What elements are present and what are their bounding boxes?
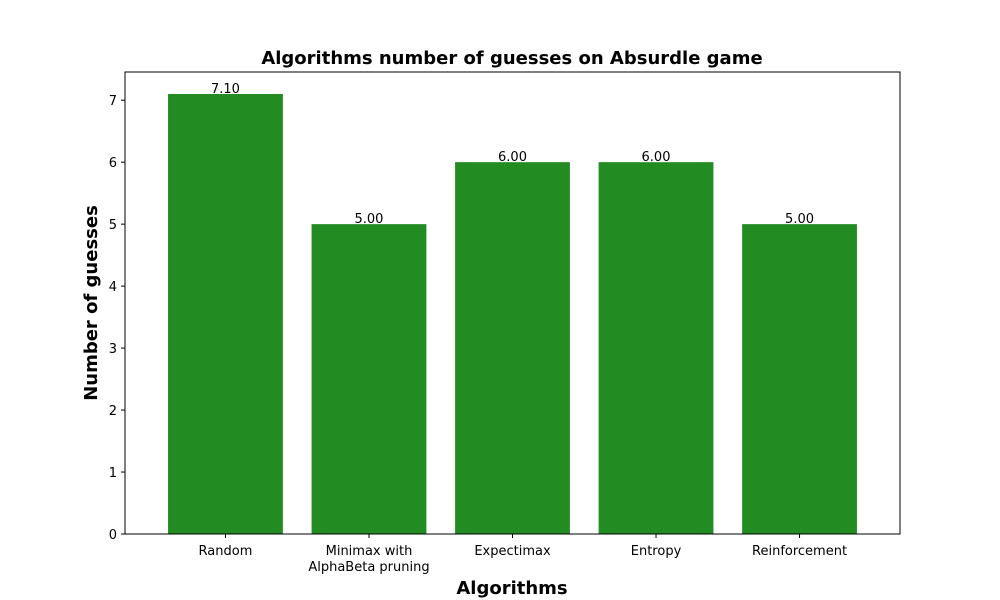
bar (311, 224, 427, 534)
bar (168, 94, 283, 534)
y-axis-label: Number of guesses (81, 205, 102, 401)
x-tick-label-line: Random (199, 544, 253, 559)
bar-value-label: 5.00 (785, 212, 814, 227)
x-tick-label-line: Expectimax (474, 544, 551, 559)
y-tick-label: 3 (109, 342, 117, 357)
x-tick-label-line: Reinforcement (752, 544, 847, 559)
data-labels-group: 7.10 5.00 6.00 6.00 5.00 (211, 82, 814, 227)
x-tick-label: Random (199, 544, 253, 559)
y-tick-label: 0 (109, 528, 117, 543)
bar-value-label: 6.00 (498, 150, 527, 165)
chart-title: Algorithms number of guesses on Absurdle… (261, 48, 762, 69)
bar (598, 162, 714, 535)
y-tick-label: 2 (109, 404, 117, 419)
y-tick-label: 6 (109, 156, 117, 171)
x-axis-label: Algorithms (456, 578, 567, 599)
x-tick-label: Entropy (631, 544, 682, 559)
y-tick-label: 4 (109, 280, 117, 295)
x-tick-label: Minimax with AlphaBeta pruning (308, 544, 429, 575)
bar (455, 162, 570, 535)
x-tick-label: Expectimax (474, 544, 551, 559)
y-axis: 0 1 2 3 4 5 6 7 (109, 94, 125, 543)
bars-group (168, 94, 857, 535)
x-axis: Random Minimax with AlphaBeta pruning Expec… (199, 534, 847, 575)
bar-value-label: 6.00 (642, 150, 671, 165)
x-tick-label-line: Minimax with (326, 544, 413, 559)
bar (742, 224, 857, 534)
x-tick-label-line: Entropy (631, 544, 682, 559)
y-tick-label: 5 (109, 218, 117, 233)
bar-value-label: 5.00 (355, 212, 384, 227)
bar-value-label: 7.10 (211, 82, 240, 97)
y-tick-label: 7 (109, 94, 117, 109)
y-tick-label: 1 (109, 466, 117, 481)
x-tick-label-line: AlphaBeta pruning (308, 560, 429, 575)
x-tick-label: Reinforcement (752, 544, 847, 559)
